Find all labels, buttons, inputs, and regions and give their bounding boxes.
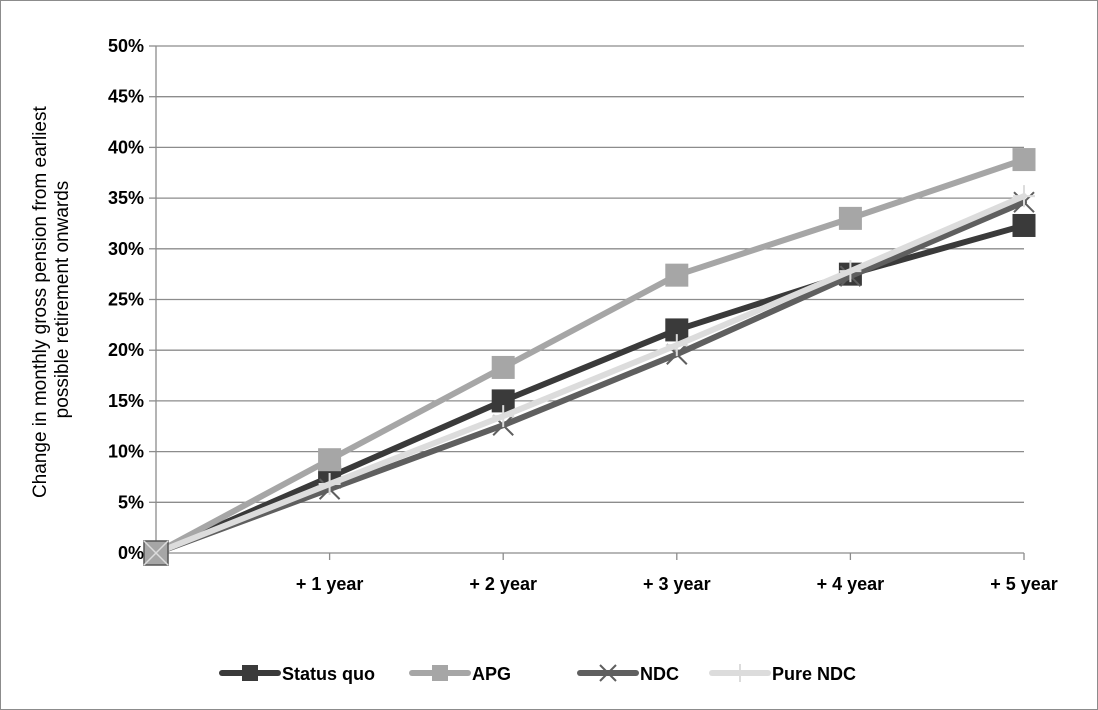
legend-marker bbox=[432, 665, 448, 681]
series-lines bbox=[143, 148, 1036, 566]
y-tick-label: 45% bbox=[108, 87, 144, 107]
y-tick-label: 0% bbox=[118, 543, 144, 563]
origin-marker-cross bbox=[143, 540, 169, 566]
y-tick-label: 50% bbox=[108, 36, 144, 56]
legend-marker bbox=[599, 664, 617, 682]
data-point bbox=[838, 206, 862, 230]
data-point bbox=[1012, 148, 1036, 172]
x-tick-label: + 3 year bbox=[643, 574, 711, 594]
legend-item: NDC bbox=[577, 664, 679, 684]
data-point bbox=[1013, 185, 1035, 208]
y-axis-label-line-1: Change in monthly gross pension from ear… bbox=[30, 106, 51, 499]
series-pure-ndc bbox=[145, 185, 1035, 564]
series-apg bbox=[145, 148, 1036, 564]
data-point bbox=[318, 448, 342, 472]
data-point bbox=[1012, 213, 1036, 237]
data-point bbox=[491, 355, 515, 379]
series-line bbox=[153, 193, 1027, 556]
y-tick-label: 5% bbox=[118, 492, 144, 512]
y-axis-label: Change in monthly gross pension from ear… bbox=[30, 101, 73, 498]
legend-marker bbox=[242, 665, 258, 681]
legend: Status quo APG NDC Pure NDC bbox=[219, 664, 856, 684]
y-tick-label: 35% bbox=[108, 188, 144, 208]
legend-label: Pure NDC bbox=[772, 664, 856, 684]
gridlines bbox=[149, 45, 1024, 554]
series-line bbox=[153, 199, 1027, 556]
axes bbox=[155, 46, 1025, 560]
x-tick-label: + 2 year bbox=[469, 574, 537, 594]
x-tick-label: + 1 year bbox=[296, 574, 364, 594]
series-line bbox=[153, 156, 1027, 556]
data-point bbox=[665, 334, 688, 357]
y-tick-label: 30% bbox=[108, 239, 144, 259]
legend-item: Pure NDC bbox=[709, 664, 856, 684]
y-tick-label: 40% bbox=[108, 137, 144, 157]
data-point bbox=[492, 405, 515, 428]
y-axis-label-line-2: possible retirement onwards bbox=[52, 181, 73, 419]
legend-item: APG bbox=[409, 664, 511, 684]
legend-item: Status quo bbox=[219, 664, 375, 684]
legend-label: NDC bbox=[640, 664, 679, 684]
x-tick-labels: + 1 year + 2 year + 3 year + 4 year + 5 year bbox=[296, 574, 1058, 594]
y-tick-label: 15% bbox=[108, 391, 144, 411]
data-point bbox=[839, 260, 862, 283]
y-tick-label: 20% bbox=[108, 340, 144, 360]
legend-marker bbox=[731, 664, 749, 682]
x-tick-label: + 5 year bbox=[990, 574, 1058, 594]
legend-label: Status quo bbox=[282, 664, 375, 684]
data-point bbox=[318, 473, 341, 496]
data-point bbox=[665, 263, 689, 287]
y-tick-label: 25% bbox=[108, 290, 144, 310]
y-tick-label: 10% bbox=[108, 442, 144, 462]
legend-label: APG bbox=[472, 664, 511, 684]
y-tick-labels: 0% 5% 10% 15% 20% 25% 30% 35% 40% 45% 50% bbox=[108, 36, 144, 563]
x-tick-label: + 4 year bbox=[817, 574, 885, 594]
